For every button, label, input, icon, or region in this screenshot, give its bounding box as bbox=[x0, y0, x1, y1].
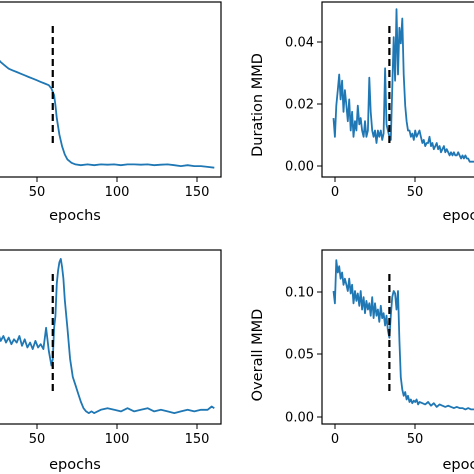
y-tick-label: 0.10 bbox=[285, 286, 314, 301]
y-axis-label: Overall MMD bbox=[250, 309, 266, 402]
x-tick-label: 50 bbox=[407, 432, 424, 447]
panel-bottom-right: 0 50 0.00 0.05 0.10 epoc Overall MMD bbox=[250, 249, 474, 473]
y-tick-label: 0.04 bbox=[285, 36, 314, 51]
x-axis-label: epoc bbox=[443, 208, 474, 224]
y-tick-label: 0.00 bbox=[285, 411, 314, 426]
x-tick-label: 100 bbox=[105, 432, 130, 447]
x-tick-label: 0 bbox=[331, 185, 339, 200]
y-tick-label: 0.05 bbox=[285, 348, 314, 363]
x-axis-label: epochs bbox=[49, 457, 101, 473]
x-tick-label: 50 bbox=[407, 185, 424, 200]
axes-frame bbox=[321, 1, 474, 178]
x-tick-label: 150 bbox=[185, 432, 210, 447]
axes-frame bbox=[0, 249, 222, 425]
panel-top-right: 0 50 0.00 0.02 0.04 epoc Duration MMD bbox=[250, 1, 474, 224]
x-tick-label: 50 bbox=[29, 432, 46, 447]
series-line bbox=[0, 257, 215, 415]
y-tick-label: 0.00 bbox=[285, 160, 314, 175]
series-line bbox=[332, 259, 474, 411]
x-tick-label: 0 bbox=[331, 432, 339, 447]
panel-top-left: 50 100 150 epochs bbox=[0, 1, 222, 224]
x-axis-label: epochs bbox=[49, 208, 101, 224]
axes-frame bbox=[0, 1, 222, 178]
x-tick-label: 100 bbox=[105, 185, 130, 200]
x-tick-label: 150 bbox=[185, 185, 210, 200]
panel-bottom-left: 50 100 150 epochs bbox=[0, 249, 222, 473]
y-tick-label: 0.02 bbox=[285, 98, 314, 113]
series-line bbox=[332, 8, 474, 163]
series-line bbox=[0, 59, 215, 169]
y-axis-label: Duration MMD bbox=[250, 53, 266, 157]
axes-frame bbox=[321, 249, 474, 425]
x-tick-label: 50 bbox=[29, 185, 46, 200]
x-axis-label: epoc bbox=[443, 457, 474, 473]
